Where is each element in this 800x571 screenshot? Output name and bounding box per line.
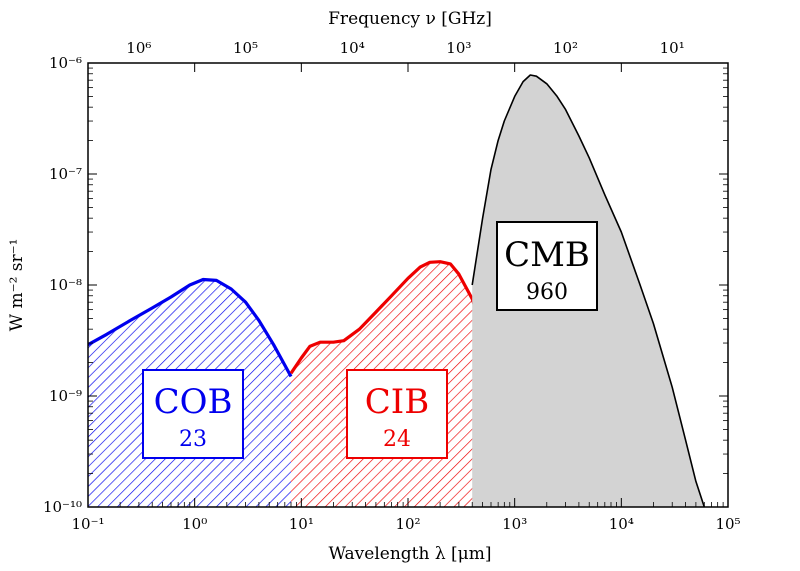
y-tick-label: 10⁻⁶ [49, 54, 82, 72]
y-tick-label: 10⁻⁹ [49, 387, 82, 405]
x2-tick-label: 10³ [446, 39, 471, 57]
x2-axis-title: Frequency ν [GHz] [328, 9, 492, 29]
y-tick-label: 10⁻⁷ [49, 165, 82, 183]
cob-curve [88, 277, 293, 378]
cmb-annotation: CMB 960 [496, 221, 598, 311]
y-tick-label: 10⁻⁸ [49, 276, 82, 294]
x-tick-label: 10⁻¹ [71, 515, 104, 533]
x-tick-label: 10⁰ [182, 515, 207, 533]
cib-value: 24 [383, 427, 411, 452]
cob-box [142, 369, 244, 459]
cib-box [346, 369, 448, 459]
x-tick-label: 10¹ [289, 515, 314, 533]
x2-tick-label: 10⁴ [340, 39, 365, 57]
y-axis-title: W m⁻² sr⁻¹ [7, 239, 27, 332]
cob-annotation: COB 23 [142, 369, 244, 459]
x-tick-label: 10⁵ [715, 515, 740, 533]
cib-label: CIB [365, 382, 429, 422]
x-tick-label: 10² [395, 515, 420, 533]
cmb-curve [471, 74, 706, 507]
x2-tick-label: 10¹ [660, 39, 685, 57]
cob-label: COB [154, 382, 233, 422]
cmb-label: CMB [504, 235, 590, 275]
x-axis-title: Wavelength λ [μm] [329, 544, 492, 564]
cmb-box [496, 221, 598, 311]
x-tick-label: 10³ [502, 515, 527, 533]
x-tick-label: 10⁴ [609, 515, 634, 533]
cob-value: 23 [179, 427, 207, 452]
x2-tick-label: 10² [553, 39, 578, 57]
y-tick-label: 10⁻¹⁰ [43, 498, 82, 516]
x2-tick-label: 10⁵ [233, 39, 258, 57]
x2-tick-label: 10⁶ [126, 39, 151, 57]
cmb-value: 960 [526, 280, 568, 305]
cib-annotation: CIB 24 [346, 369, 448, 459]
